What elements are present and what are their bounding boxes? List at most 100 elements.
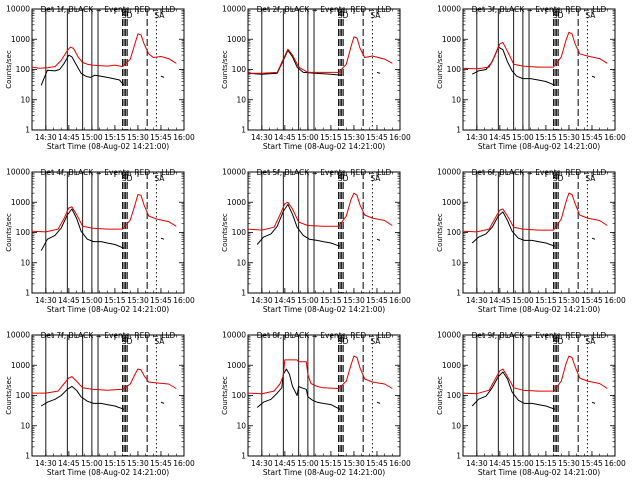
x-tick-label: 15:30 <box>558 133 580 142</box>
x-tick-label: 14:45 <box>58 296 80 305</box>
plot-frame <box>31 171 185 294</box>
interval-marker-label: SA <box>154 11 165 20</box>
y-tick-label: 10000 <box>6 5 30 14</box>
x-tick-label: 15:00 <box>512 459 534 468</box>
x-tick-label: 14:45 <box>489 296 511 305</box>
y-axis-label: Counts/sec <box>5 50 13 89</box>
x-tick-label: 14:30 <box>466 296 488 305</box>
detector-panel: Det 3f, BLACK = Events, RED = LLD 1 10 100 1… <box>436 5 626 151</box>
interval-marker-label: SD <box>338 174 349 183</box>
x-tick-label: 16:00 <box>604 459 626 468</box>
series-line-lld <box>248 36 393 74</box>
y-tick-label: 10 <box>20 421 30 430</box>
x-tick-label: 14:30 <box>466 133 488 142</box>
plot-frame <box>247 334 401 457</box>
detector-panel: Det 2f, BLACK = Events, RED = LLD 1 10 100 1… <box>221 5 411 151</box>
x-tick-label: 14:45 <box>274 459 296 468</box>
y-tick-label: 10000 <box>6 331 30 340</box>
y-tick-label: 100 <box>447 391 462 400</box>
interval-marker-label: SA <box>154 174 165 183</box>
y-tick-label: 1 <box>25 126 30 135</box>
interval-marker-label: SA <box>370 11 381 20</box>
y-tick-label: 10 <box>451 95 461 104</box>
y-tick-label: 10000 <box>437 331 461 340</box>
interval-marker-label: SD <box>338 337 349 346</box>
x-tick-label: 15:00 <box>81 296 103 305</box>
chart-title: Det 9f, BLACK = Events, RED = LLD <box>472 331 607 340</box>
x-tick-label: 15:45 <box>366 133 388 142</box>
chart-title: Det 4f, BLACK = Events, RED = LLD <box>41 168 176 177</box>
interval-marker-label: SA <box>370 337 381 346</box>
x-tick-label: 15:30 <box>343 133 365 142</box>
y-tick-label: 100 <box>447 228 462 237</box>
y-tick-label: 10 <box>20 258 30 267</box>
y-axis-label: Counts/sec <box>436 376 444 415</box>
x-axis-label: Start Time (08-Aug-02 14:21:00) <box>478 142 600 151</box>
y-tick-label: 1 <box>25 289 30 298</box>
interval-marker-label: SD <box>122 174 133 183</box>
x-tick-label: 15:45 <box>581 296 603 305</box>
chart-title: Det 7f, BLACK = Events, RED = LLD <box>41 331 176 340</box>
y-tick-label: 1 <box>456 289 461 298</box>
y-tick-label: 10 <box>451 421 461 430</box>
plot-frame <box>247 171 401 294</box>
series-line-lld <box>462 355 608 395</box>
x-tick-label: 15:15 <box>104 296 126 305</box>
series-line-lld <box>462 31 608 70</box>
detector-panel: Det 6f, BLACK = Events, RED = LLD 1 10 100 1… <box>436 168 626 314</box>
series-line-events <box>247 49 381 76</box>
x-tick-label: 14:30 <box>35 459 57 468</box>
y-tick-label: 1 <box>241 289 246 298</box>
y-tick-label: 100 <box>16 228 31 237</box>
x-tick-label: 16:00 <box>173 296 195 305</box>
y-tick-label: 1000 <box>227 198 246 207</box>
x-axis-label: Start Time (08-Aug-02 14:21:00) <box>263 305 385 314</box>
x-tick-label: 14:45 <box>489 133 511 142</box>
x-tick-label: 16:00 <box>173 459 195 468</box>
x-axis-label: Start Time (08-Aug-02 14:21:00) <box>47 305 169 314</box>
y-tick-label: 1 <box>241 452 246 461</box>
y-axis-label: Counts/sec <box>436 213 444 252</box>
x-tick-label: 16:00 <box>604 296 626 305</box>
interval-marker-label: SD <box>553 337 564 346</box>
x-tick-label: 15:30 <box>127 296 149 305</box>
plot-frame <box>247 8 401 131</box>
x-tick-label: 14:30 <box>35 296 57 305</box>
chart-title: Det 1f, BLACK = Events, RED = LLD <box>41 5 176 14</box>
x-tick-label: 15:00 <box>297 459 319 468</box>
y-tick-label: 1000 <box>11 35 30 44</box>
interval-marker-label: SA <box>585 337 596 346</box>
detector-panel: Det 4f, BLACK = Events, RED = LLD 1 10 100 1… <box>5 168 195 314</box>
x-tick-label: 15:30 <box>343 296 365 305</box>
series-line-events <box>40 385 165 410</box>
x-axis-label: Start Time (08-Aug-02 14:21:00) <box>263 468 385 477</box>
x-tick-label: 15:00 <box>512 296 534 305</box>
interval-marker-label: SD <box>553 11 564 20</box>
series-line-events <box>40 208 165 251</box>
y-axis-label: Counts/sec <box>5 376 13 415</box>
x-tick-label: 14:30 <box>251 459 273 468</box>
series-line-events <box>256 203 381 247</box>
x-tick-label: 14:30 <box>251 296 273 305</box>
x-tick-label: 15:45 <box>366 296 388 305</box>
x-tick-label: 14:45 <box>58 133 80 142</box>
x-tick-label: 16:00 <box>389 133 411 142</box>
detector-panel: Det 7f, BLACK = Events, RED = LLD 1 10 100 1… <box>5 331 195 477</box>
y-tick-label: 1000 <box>442 198 461 207</box>
y-tick-label: 100 <box>16 65 31 74</box>
y-tick-label: 10000 <box>6 168 30 177</box>
y-tick-label: 10000 <box>437 168 461 177</box>
y-axis-label: Counts/sec <box>436 50 444 89</box>
x-tick-label: 15:45 <box>150 133 172 142</box>
y-tick-label: 10000 <box>437 5 461 14</box>
x-tick-label: 15:15 <box>320 296 342 305</box>
y-tick-label: 10 <box>236 95 246 104</box>
y-tick-label: 1 <box>25 452 30 461</box>
series-line-events <box>471 211 596 247</box>
y-tick-label: 10000 <box>222 168 246 177</box>
interval-marker-label: SA <box>585 11 596 20</box>
x-axis-label: Start Time (08-Aug-02 14:21:00) <box>263 142 385 151</box>
x-tick-label: 15:00 <box>81 133 103 142</box>
y-tick-label: 100 <box>232 65 247 74</box>
chart-title: Det 3f, BLACK = Events, RED = LLD <box>472 5 607 14</box>
